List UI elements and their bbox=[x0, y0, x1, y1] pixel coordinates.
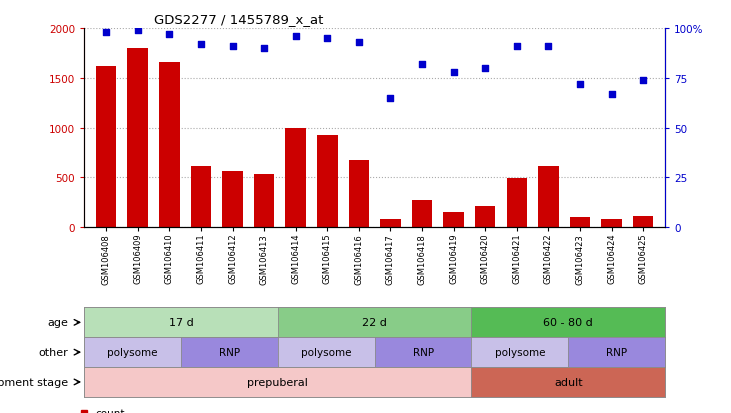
Bar bbox=[222, 172, 243, 228]
Bar bbox=[285, 128, 306, 228]
Bar bbox=[471, 367, 665, 397]
Point bbox=[164, 31, 175, 38]
Text: polysome: polysome bbox=[301, 347, 352, 357]
Point bbox=[511, 43, 523, 50]
Point bbox=[132, 28, 143, 34]
Text: other: other bbox=[38, 347, 68, 357]
Bar bbox=[254, 175, 274, 228]
Text: polysome: polysome bbox=[495, 347, 545, 357]
Bar bbox=[475, 206, 496, 228]
Bar bbox=[317, 135, 338, 228]
Bar bbox=[569, 217, 590, 228]
Text: adult: adult bbox=[554, 377, 583, 387]
Point bbox=[195, 41, 207, 48]
Bar bbox=[538, 167, 558, 228]
Bar bbox=[349, 161, 369, 228]
Text: 17 d: 17 d bbox=[169, 318, 193, 328]
Bar bbox=[443, 212, 464, 228]
Point bbox=[353, 40, 365, 46]
Text: prepuberal: prepuberal bbox=[247, 377, 308, 387]
Point bbox=[574, 81, 586, 88]
Point bbox=[289, 33, 301, 40]
Bar bbox=[374, 337, 471, 367]
Point bbox=[322, 36, 333, 42]
Point bbox=[542, 43, 554, 50]
Point bbox=[606, 91, 618, 98]
Bar bbox=[84, 308, 278, 337]
Text: RNP: RNP bbox=[606, 347, 627, 357]
Bar bbox=[412, 201, 432, 228]
Bar bbox=[84, 367, 471, 397]
Bar bbox=[380, 220, 401, 228]
Bar bbox=[96, 66, 116, 228]
Bar bbox=[159, 63, 180, 228]
Point bbox=[448, 69, 460, 76]
Text: RNP: RNP bbox=[412, 347, 433, 357]
Point bbox=[227, 43, 238, 50]
Bar bbox=[633, 217, 654, 228]
Bar bbox=[84, 337, 181, 367]
Text: RNP: RNP bbox=[219, 347, 240, 357]
Bar bbox=[569, 337, 665, 367]
Bar bbox=[471, 308, 665, 337]
Point bbox=[100, 30, 112, 36]
Bar bbox=[471, 337, 569, 367]
Point bbox=[385, 95, 396, 102]
Text: age: age bbox=[47, 318, 68, 328]
Text: 22 d: 22 d bbox=[362, 318, 387, 328]
Text: development stage: development stage bbox=[0, 377, 68, 387]
Point bbox=[258, 45, 270, 52]
Bar bbox=[278, 308, 471, 337]
Bar bbox=[127, 49, 148, 228]
Text: GDS2277 / 1455789_x_at: GDS2277 / 1455789_x_at bbox=[154, 13, 323, 26]
Bar bbox=[278, 337, 374, 367]
Text: 60 - 80 d: 60 - 80 d bbox=[543, 318, 594, 328]
Bar bbox=[602, 220, 622, 228]
Point bbox=[416, 62, 428, 68]
Point bbox=[637, 77, 649, 84]
Bar bbox=[181, 337, 278, 367]
Bar bbox=[507, 179, 527, 228]
Text: polysome: polysome bbox=[107, 347, 158, 357]
Text: count: count bbox=[96, 408, 125, 413]
Point bbox=[480, 65, 491, 72]
Bar bbox=[191, 167, 211, 228]
